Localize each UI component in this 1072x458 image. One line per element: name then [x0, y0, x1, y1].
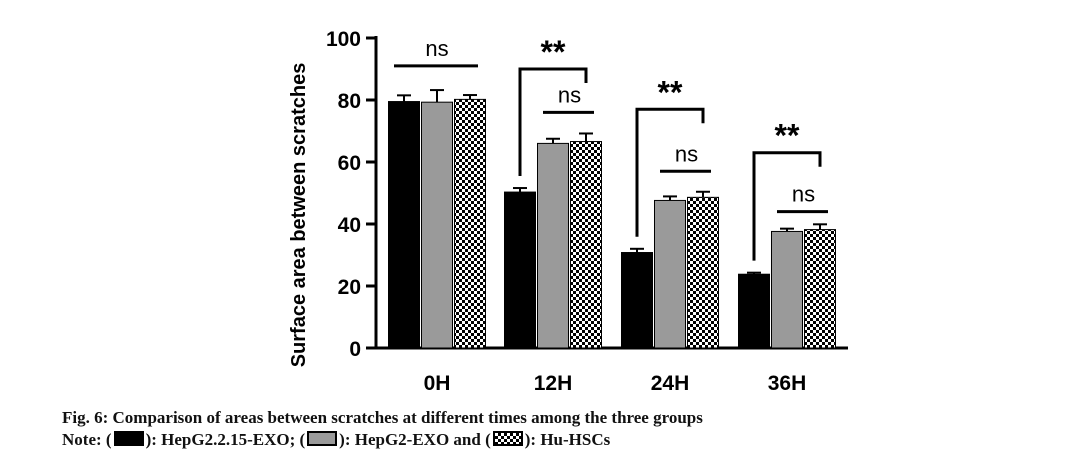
significance-label: ** — [775, 118, 800, 154]
x-tick-label: 12H — [534, 372, 573, 395]
bar — [804, 229, 836, 349]
y-tick-label: 80 — [338, 90, 361, 113]
note-prefix: Note: ( — [62, 430, 112, 449]
figure-note: Note: ( ): HepG2.2.15-EXO; ( ): HepG2-EXO … — [62, 430, 610, 450]
y-tick-label: 40 — [338, 214, 361, 237]
legend-swatch-gray — [307, 431, 338, 446]
y-tick-label: 60 — [338, 152, 361, 175]
x-tick-label: 36H — [768, 372, 807, 395]
significance-bracket — [635, 107, 705, 237]
significance-label: ns — [558, 82, 581, 107]
y-axis-label: Surface area between scratches — [288, 63, 310, 368]
significance-bracket — [518, 67, 588, 177]
legend-entry-3: ): Hu-HSCs — [524, 430, 611, 449]
significance-label: ns — [425, 36, 448, 61]
bar — [687, 196, 719, 349]
bar-chart: ns ** ns ** ns ** ns 0 20 40 60 80 100 Surface area … — [288, 28, 848, 395]
bar — [621, 252, 653, 349]
bar — [388, 101, 420, 349]
bar — [504, 191, 536, 349]
y-tick-label: 20 — [338, 276, 361, 299]
bar — [654, 199, 686, 349]
bar — [537, 142, 569, 349]
significance-label: ns — [792, 182, 815, 207]
bar — [454, 98, 486, 349]
legend-entry-2: ): HepG2-EXO and ( — [339, 430, 491, 449]
significance-bracket — [752, 151, 822, 261]
legend-entry-1: ): HepG2.2.15-EXO; ( — [145, 430, 306, 449]
bar — [421, 101, 453, 349]
significance-label: ** — [541, 34, 566, 70]
legend-swatch-checkered — [492, 431, 523, 446]
x-tick-label: 24H — [651, 372, 690, 395]
significance-label: ns — [675, 141, 698, 166]
y-tick-label: 0 — [349, 338, 361, 361]
legend-swatch-black — [113, 431, 144, 446]
x-tick-label: 0H — [424, 372, 451, 395]
bar — [738, 273, 770, 349]
y-tick-label: 100 — [326, 28, 361, 51]
bar — [771, 230, 803, 349]
significance-label: ** — [658, 74, 683, 110]
figure-caption: Fig. 6: Comparison of areas between scra… — [62, 408, 703, 427]
bar — [570, 141, 602, 349]
